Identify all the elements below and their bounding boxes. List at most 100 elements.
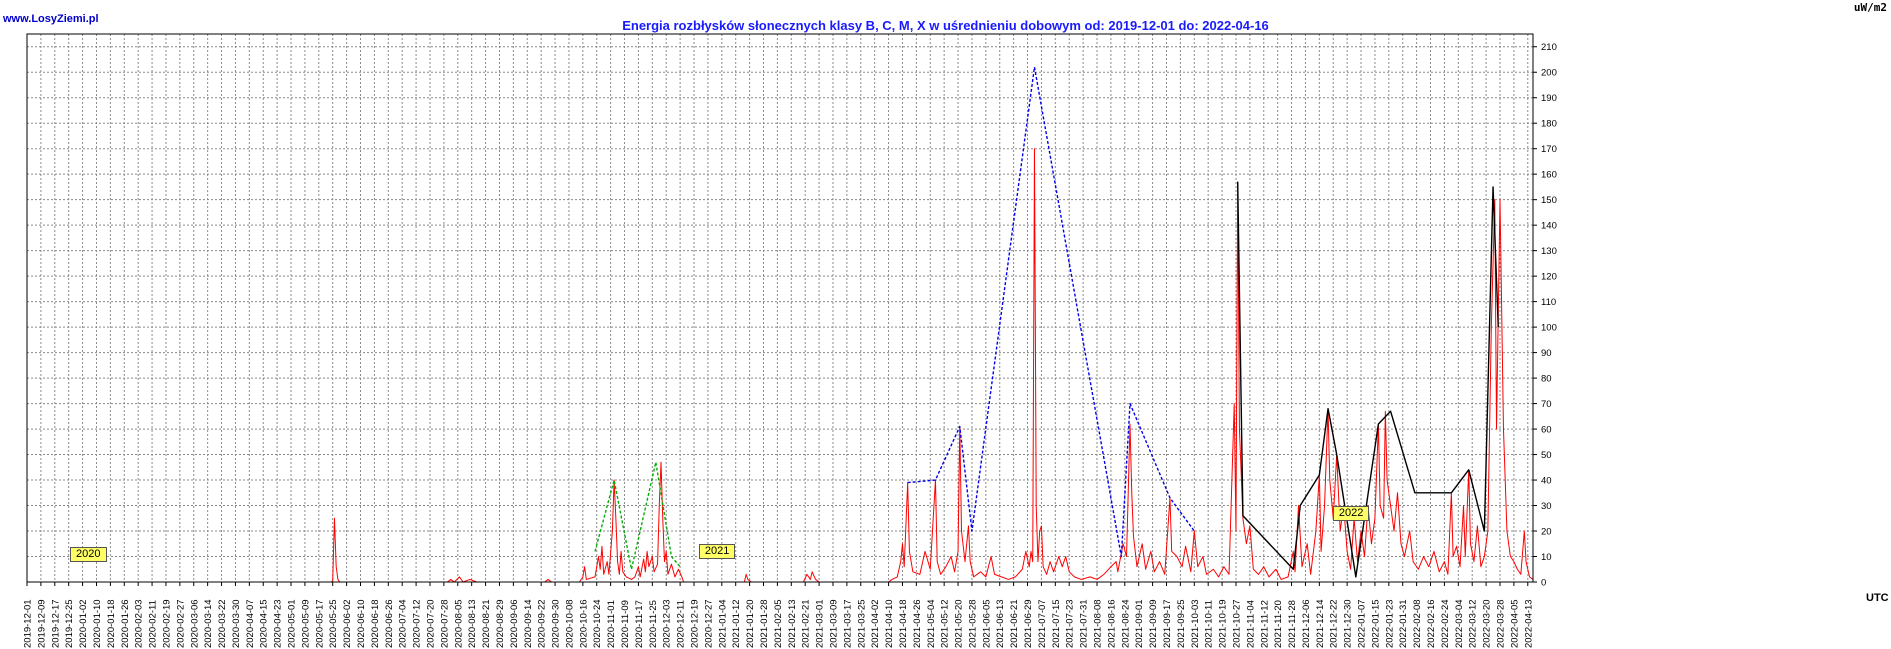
y-tick-label: 80 — [1541, 374, 1552, 385]
x-tick-label: 2020-05-25 — [328, 599, 339, 648]
x-tick-label: 2021-08-24 — [1120, 599, 1131, 648]
y-tick-label: 110 — [1541, 297, 1556, 308]
series-line-3 — [1237, 181, 1499, 578]
x-tick-label: 2021-06-29 — [1023, 599, 1034, 648]
x-tick-label: 2021-02-21 — [801, 599, 812, 648]
x-tick-label: 2020-06-18 — [370, 599, 381, 648]
x-tick-label: 2022-02-24 — [1440, 599, 1451, 648]
x-tick-label: 2021-06-05 — [981, 599, 992, 648]
x-tick-label: 2022-01-23 — [1384, 599, 1395, 648]
x-tick-label: 2022-03-12 — [1468, 599, 1479, 648]
x-tick-label: 2020-01-10 — [92, 599, 103, 648]
grid-layer — [26, 34, 1533, 582]
y-tick-label: 150 — [1541, 195, 1557, 206]
utc-label: UTC — [1866, 592, 1889, 604]
plot-frame — [26, 33, 1534, 583]
x-tick-label: 2021-05-04 — [926, 599, 937, 648]
x-tick-label: 2021-03-25 — [856, 599, 867, 648]
y-tick-label: 100 — [1541, 323, 1557, 334]
x-tick-label: 2020-02-27 — [175, 599, 186, 648]
x-tick-label: 2020-03-30 — [231, 599, 242, 648]
x-tick-label: 2021-09-17 — [1162, 599, 1173, 648]
y-tick-label: 190 — [1541, 93, 1557, 104]
x-tick-label: 2020-10-24 — [592, 599, 603, 648]
x-tick-label: 2022-03-28 — [1495, 599, 1506, 648]
x-tick-label: 2020-07-20 — [425, 599, 436, 648]
x-tick-label: 2020-12-11 — [676, 600, 687, 648]
x-tick-label: 2021-02-05 — [773, 599, 784, 648]
x-tick-label: 2020-11-25 — [648, 600, 659, 648]
x-tick-label: 2019-12-17 — [50, 599, 61, 648]
x-tick-label: 2022-01-31 — [1398, 599, 1409, 648]
x-tick-label: 2020-12-19 — [690, 599, 701, 648]
x-tick-label: 2021-11-04 — [1245, 600, 1256, 648]
x-tick-label: 2021-03-09 — [828, 599, 839, 648]
y-tick-label: 170 — [1541, 144, 1557, 155]
x-tick-label: 2020-11-01 — [606, 600, 617, 648]
x-tick-label: 2020-04-07 — [245, 599, 256, 648]
x-tick-label: 2022-03-20 — [1482, 599, 1493, 648]
x-tick-label: 2022-03-04 — [1454, 599, 1465, 648]
x-tick-label: 2020-06-10 — [356, 599, 367, 648]
x-tick-label: 2022-02-16 — [1426, 599, 1437, 648]
x-tick-label: 2020-02-19 — [161, 599, 172, 648]
x-tick-label: 2020-03-22 — [217, 599, 228, 648]
x-tick-label: 2021-08-16 — [1106, 599, 1117, 648]
x-tick-label: 2020-05-09 — [300, 599, 311, 648]
x-tick-label: 2020-03-14 — [203, 599, 214, 648]
x-tick-label: 2021-12-06 — [1301, 599, 1312, 648]
x-tick-label: 2020-02-11 — [148, 600, 159, 648]
x-tick-label: 2020-07-04 — [398, 599, 409, 648]
y-tick-label: 10 — [1541, 552, 1552, 563]
x-tick-label: 2021-03-01 — [815, 599, 826, 648]
series-layer — [27, 66, 1534, 583]
x-tick-label: 2020-10-16 — [578, 599, 589, 648]
x-tick-label: 2020-11-17 — [634, 600, 645, 648]
x-tick-label: 2020-06-26 — [384, 599, 395, 648]
x-tick-label: 2020-09-22 — [537, 599, 548, 648]
y-tick-label: 130 — [1541, 246, 1557, 257]
series-line-1 — [594, 461, 681, 570]
series-line-0 — [27, 148, 1534, 583]
x-tick-label: 2020-01-02 — [78, 599, 89, 648]
y-tick-label: 180 — [1541, 119, 1557, 130]
x-tick-label: 2020-09-06 — [509, 599, 520, 648]
x-tick-label: 2022-04-05 — [1509, 599, 1520, 648]
x-tick-label: 2020-10-08 — [564, 599, 575, 648]
x-tick-label: 2020-03-06 — [189, 599, 200, 648]
x-tick-label: 2021-12-30 — [1343, 599, 1354, 648]
x-tick-label: 2020-02-03 — [134, 599, 145, 648]
y-tick-label: 50 — [1541, 450, 1552, 461]
x-tick-label: 2021-10-27 — [1231, 599, 1242, 648]
x-tick-label: 2020-01-26 — [120, 599, 131, 648]
x-tick-label: 2021-11-20 — [1273, 600, 1284, 648]
x-tick-label: 2020-08-21 — [481, 599, 492, 648]
y-tick-label: 60 — [1541, 425, 1552, 436]
x-tick-label: 2021-12-14 — [1315, 599, 1326, 648]
x-tick-label: 2020-05-01 — [287, 599, 298, 648]
x-tick-label: 2021-07-07 — [1037, 599, 1048, 648]
x-tick-label: 2021-01-28 — [759, 599, 770, 648]
site-label[interactable]: www.LosyZiemi.pl — [3, 13, 99, 25]
x-tick-label: 2022-04-13 — [1523, 599, 1534, 648]
y-tick-label: 90 — [1541, 348, 1552, 359]
unit-label: uW/m2 — [1853, 1, 1887, 14]
x-tick-label: 2021-07-15 — [1051, 599, 1062, 648]
x-tick-label: 2020-12-27 — [703, 599, 714, 648]
x-tick-label: 2022-02-08 — [1412, 599, 1423, 648]
x-tick-label: 2020-05-17 — [314, 599, 325, 648]
x-tick-label: 2021-07-23 — [1065, 599, 1076, 648]
y-tick-label: 20 — [1541, 527, 1552, 538]
x-tick-label: 2019-12-09 — [36, 599, 47, 648]
x-tick-label: 2020-06-02 — [342, 599, 353, 648]
y-tick-label: 30 — [1541, 501, 1552, 512]
x-tick-label: 2019-12-25 — [64, 599, 75, 648]
x-tick-label: 2021-11-12 — [1259, 600, 1270, 648]
x-tick-label: 2021-05-12 — [940, 599, 951, 648]
x-tick-label: 2020-09-14 — [523, 599, 534, 648]
x-tick-label: 2022-01-07 — [1357, 599, 1368, 648]
x-tick-label: 2021-10-19 — [1218, 599, 1229, 648]
y-tick-label: 160 — [1541, 170, 1557, 181]
x-tick-label: 2021-01-12 — [731, 599, 742, 648]
